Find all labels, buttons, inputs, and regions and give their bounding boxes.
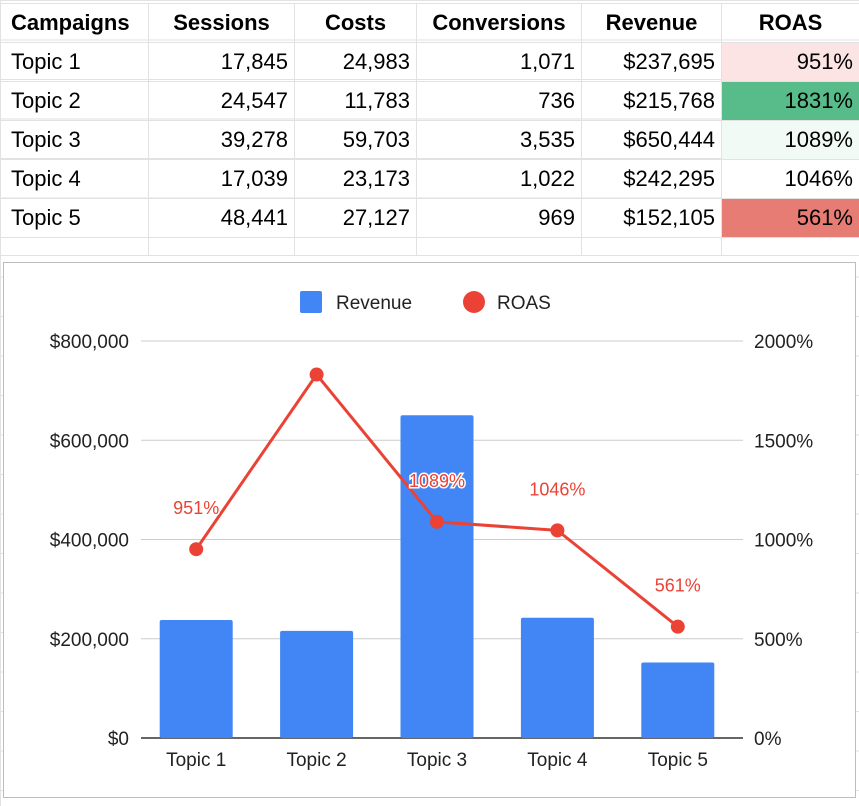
- legend-swatch-revenue: [300, 291, 322, 313]
- roas-point-2[interactable]: [309, 367, 324, 382]
- empty-cell[interactable]: [294, 237, 417, 256]
- y-left-tick-label: $400,000: [50, 531, 129, 552]
- campaign-table: Campaigns Sessions Costs Conversions Rev…: [0, 3, 859, 256]
- cell-revenue[interactable]: $215,768: [581, 81, 722, 121]
- x-tick-label: Topic 4: [527, 750, 588, 771]
- table-row: Topic 5 48,441 27,127 969 $152,105 561%: [0, 198, 859, 238]
- y-left-tick-label: $800,000: [50, 332, 129, 353]
- cell-campaign[interactable]: Topic 4: [0, 159, 149, 199]
- header-revenue[interactable]: Revenue: [581, 3, 722, 43]
- bar-revenue-1[interactable]: [159, 620, 233, 738]
- cell-sessions[interactable]: 48,441: [148, 198, 295, 238]
- x-tick-label: Topic 1: [166, 750, 226, 771]
- empty-cell[interactable]: [416, 237, 582, 256]
- bar-revenue-2[interactable]: [280, 630, 354, 738]
- header-sessions[interactable]: Sessions: [148, 3, 295, 43]
- cell-costs[interactable]: 59,703: [294, 120, 417, 160]
- roas-data-label: 951%: [173, 498, 219, 518]
- empty-cell[interactable]: [581, 237, 722, 256]
- bar-revenue-5[interactable]: [641, 662, 715, 738]
- cell-conversions[interactable]: 736: [416, 81, 582, 121]
- cell-revenue[interactable]: $650,444: [581, 120, 722, 160]
- cell-conversions[interactable]: 1,071: [416, 42, 582, 82]
- cell-roas[interactable]: 1046%: [721, 159, 859, 199]
- empty-cell[interactable]: [148, 237, 295, 256]
- cell-roas[interactable]: 1089%: [721, 120, 859, 160]
- header-roas[interactable]: ROAS: [721, 3, 859, 43]
- legend-swatch-roas: [463, 291, 485, 313]
- cell-roas[interactable]: 1831%: [721, 81, 859, 121]
- empty-cell[interactable]: [721, 237, 859, 256]
- cell-conversions[interactable]: 3,535: [416, 120, 582, 160]
- combo-chart[interactable]: $0 $200,000 $400,000 $600,000 $800,000 0% 500%…: [3, 262, 856, 798]
- cell-costs[interactable]: 24,983: [294, 42, 417, 82]
- cell-costs[interactable]: 27,127: [294, 198, 417, 238]
- legend-label-revenue: Revenue: [336, 293, 412, 314]
- cell-conversions[interactable]: 969: [416, 198, 582, 238]
- y-left-tick-label: $600,000: [50, 431, 129, 452]
- cell-roas[interactable]: 561%: [721, 198, 859, 238]
- cell-costs[interactable]: 11,783: [294, 81, 417, 121]
- cell-campaign[interactable]: Topic 1: [0, 42, 149, 82]
- roas-data-label: 1089%: [409, 471, 465, 491]
- header-row: Campaigns Sessions Costs Conversions Rev…: [0, 3, 859, 43]
- cell-sessions[interactable]: 24,547: [148, 81, 295, 121]
- x-tick-label: Topic 3: [407, 750, 467, 771]
- roas-point-5[interactable]: [670, 619, 685, 634]
- y-left-tick-label: $200,000: [50, 630, 129, 651]
- cell-sessions[interactable]: 17,845: [148, 42, 295, 82]
- roas-point-1[interactable]: [189, 542, 204, 557]
- header-campaigns[interactable]: Campaigns: [0, 3, 149, 43]
- cell-campaign[interactable]: Topic 2: [0, 81, 149, 121]
- cell-sessions[interactable]: 39,278: [148, 120, 295, 160]
- empty-cell[interactable]: [0, 237, 149, 256]
- legend-label-roas: ROAS: [497, 293, 551, 314]
- cell-conversions[interactable]: 1,022: [416, 159, 582, 199]
- roas-point-4[interactable]: [550, 523, 565, 538]
- cell-sessions[interactable]: 17,039: [148, 159, 295, 199]
- header-conversions[interactable]: Conversions: [416, 3, 582, 43]
- table-row: Topic 1 17,845 24,983 1,071 $237,695 951%: [0, 42, 859, 82]
- y-right-tick-label: 500%: [754, 630, 803, 651]
- empty-row: [0, 237, 859, 256]
- y-right-tick-label: 2000%: [754, 332, 813, 353]
- table-row: Topic 3 39,278 59,703 3,535 $650,444 1089%: [0, 120, 859, 160]
- cell-roas[interactable]: 951%: [721, 42, 859, 82]
- cell-revenue[interactable]: $152,105: [581, 198, 722, 238]
- y-left-tick-label: $0: [108, 729, 129, 750]
- table-row: Topic 4 17,039 23,173 1,022 $242,295 1046%: [0, 159, 859, 199]
- table-row: Topic 2 24,547 11,783 736 $215,768 1831%: [0, 81, 859, 121]
- cell-campaign[interactable]: Topic 3: [0, 120, 149, 160]
- header-costs[interactable]: Costs: [294, 3, 417, 43]
- roas-data-label: 1046%: [529, 479, 585, 499]
- cell-revenue[interactable]: $242,295: [581, 159, 722, 199]
- roas-data-label: 561%: [655, 576, 701, 596]
- y-right-tick-label: 1500%: [754, 431, 813, 452]
- bar-revenue-3[interactable]: [400, 415, 474, 738]
- roas-point-3[interactable]: [430, 514, 444, 529]
- y-right-tick-label: 1000%: [754, 531, 813, 552]
- cell-revenue[interactable]: $237,695: [581, 42, 722, 82]
- cell-campaign[interactable]: Topic 5: [0, 198, 149, 238]
- x-tick-label: Topic 2: [286, 750, 346, 771]
- y-right-tick-label: 0%: [754, 729, 782, 750]
- bar-revenue-4[interactable]: [520, 617, 594, 738]
- chart-canvas: $0 $200,000 $400,000 $600,000 $800,000 0% 500%…: [50, 291, 813, 771]
- cell-costs[interactable]: 23,173: [294, 159, 417, 199]
- x-tick-label: Topic 5: [648, 750, 708, 771]
